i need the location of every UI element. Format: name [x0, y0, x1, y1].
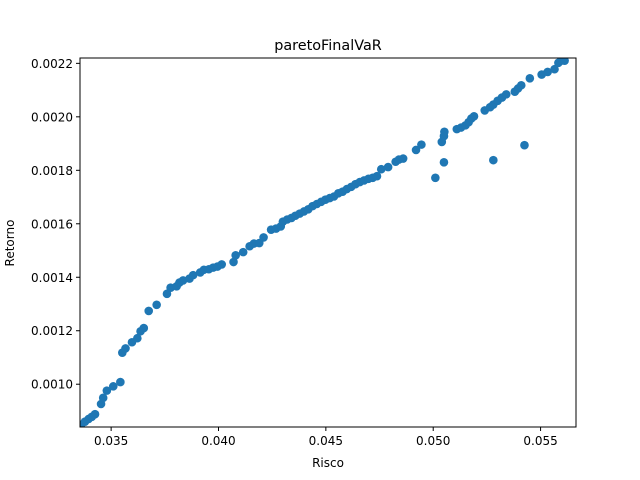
y-axis-ticks: 0.0010 0.0012 0.0014 0.0016 0.0018 0.0020 0.00… [31, 57, 80, 392]
data-point [90, 409, 100, 419]
x-axis-label: Risco [312, 456, 344, 470]
data-point [238, 247, 248, 257]
data-point [376, 164, 386, 174]
data-point [108, 382, 118, 391]
data-point [398, 154, 408, 163]
y-tick-label: 0.0018 [31, 164, 73, 178]
x-tick-label: 0.040 [201, 434, 235, 448]
y-tick-label: 0.0022 [31, 57, 73, 71]
x-tick-label: 0.055 [523, 434, 557, 448]
data-point [229, 257, 238, 267]
data-point [431, 173, 440, 183]
y-axis-label: Retorno [3, 220, 17, 267]
y-tick-label: 0.0010 [31, 378, 73, 392]
data-point [98, 393, 108, 403]
data-point [152, 300, 161, 310]
data-point [121, 344, 130, 353]
data-point [188, 270, 198, 280]
chart-title: paretoFinalVaR [274, 38, 382, 54]
data-point [417, 140, 426, 149]
data-point [525, 74, 535, 83]
data-point [501, 90, 511, 99]
data-points [80, 58, 569, 427]
x-axis-ticks: 0.035 0.040 0.045 0.050 0.055 [94, 427, 558, 448]
data-point [231, 251, 240, 260]
data-point [178, 276, 188, 285]
x-tick-label: 0.045 [309, 434, 343, 448]
data-point [543, 67, 552, 77]
y-tick-label: 0.0014 [31, 271, 73, 285]
data-point [217, 260, 227, 269]
data-point [489, 155, 498, 165]
data-point [439, 157, 449, 167]
data-point [259, 233, 268, 242]
y-tick-label: 0.0016 [31, 217, 73, 231]
data-point [520, 140, 529, 150]
data-point [133, 333, 142, 343]
data-point [116, 377, 125, 387]
data-point [550, 64, 559, 74]
y-tick-label: 0.0020 [31, 110, 73, 124]
data-point [102, 386, 112, 395]
plot-frame [79, 57, 577, 428]
data-point [144, 306, 154, 316]
data-point [516, 80, 526, 90]
data-point [560, 58, 569, 65]
data-point [411, 145, 421, 155]
data-point [469, 111, 479, 121]
y-tick-label: 0.0012 [31, 324, 73, 338]
data-point [383, 162, 393, 172]
x-tick-label: 0.050 [416, 434, 450, 448]
data-point [139, 323, 149, 333]
data-point [440, 127, 449, 137]
data-point [372, 171, 382, 181]
x-tick-label: 0.035 [94, 434, 128, 448]
